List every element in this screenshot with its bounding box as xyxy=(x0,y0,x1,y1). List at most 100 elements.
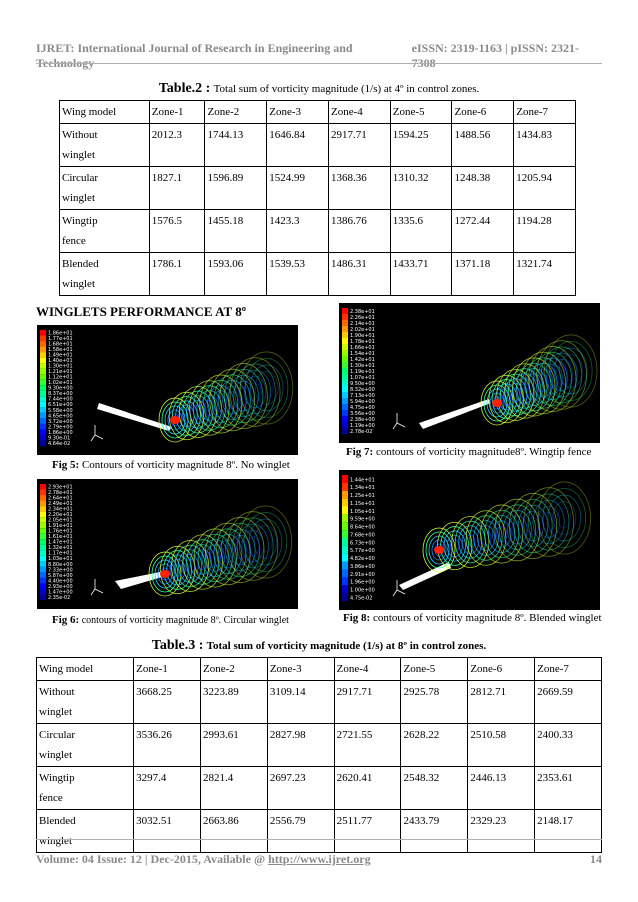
value-cell: 1423.3 xyxy=(266,209,329,253)
legend-swatch xyxy=(342,368,348,374)
vortex-contour xyxy=(541,363,564,395)
legend-label: 1.21e+01 xyxy=(48,369,73,375)
legend-swatch xyxy=(40,390,46,397)
legend-label: 6.73e+00 xyxy=(350,540,375,546)
value-cell: 2148.17 xyxy=(534,809,602,853)
table-header-row: Wing model Zone-1 Zone-2 Zone-3 Zone-4 Zone-5… xyxy=(59,100,576,124)
value-cell: 1486.31 xyxy=(327,252,391,296)
legend-swatch xyxy=(342,514,348,523)
legend-swatch xyxy=(40,533,46,540)
legend-swatch xyxy=(342,585,348,594)
journal-name: IJRET: International Journal of Research… xyxy=(36,41,353,70)
vortex-contour xyxy=(520,351,566,415)
legend-swatch xyxy=(342,428,348,434)
page-footer: Volume: 04 Issue: 12 | Dec-2015, Availab… xyxy=(36,852,602,867)
wing-model-line1: Blended xyxy=(39,815,76,827)
legend-label: 1.61e+01 xyxy=(48,534,73,540)
vortex-contour xyxy=(169,558,186,582)
vortex-contour xyxy=(224,368,264,424)
legend-label: 1.54e+01 xyxy=(350,351,375,357)
legend-label: 1.90e+01 xyxy=(350,333,375,339)
legend-swatch xyxy=(40,352,46,358)
legend-swatch xyxy=(40,517,46,523)
legend-swatch xyxy=(342,475,348,483)
legend-swatch xyxy=(40,407,46,413)
legend-swatch xyxy=(40,522,46,529)
legend-label: 3.86e+00 xyxy=(350,564,375,570)
fig7-image: 2.38e+01 2.26e+01 2.14e+01 2.02e+01 1.90e+01… xyxy=(339,303,600,443)
legend-label: 1.86e+01 xyxy=(48,330,73,336)
axis-triad-icon xyxy=(90,579,104,596)
column-header: Zone-6 xyxy=(467,657,536,681)
legend-swatch xyxy=(342,308,348,314)
value-cell: 1596.89 xyxy=(204,166,268,210)
vortex-contour xyxy=(243,376,267,409)
wing-model-line1: Circular xyxy=(62,172,99,184)
legend-label: 1.30e+01 xyxy=(350,363,375,369)
wing-model-line1: Circular xyxy=(39,729,76,741)
legend-swatch xyxy=(40,583,46,589)
value-cell: 1455.18 xyxy=(204,209,268,253)
page-number: 14 xyxy=(590,852,602,866)
legend-swatch xyxy=(40,346,46,353)
table-row: Wingtip fence 3297.4 2821.4 2697.23 2620.41 25… xyxy=(35,766,602,810)
legend-swatch xyxy=(342,338,348,344)
legend-label: 1.25e+01 xyxy=(350,493,375,499)
vortex-contour xyxy=(220,522,260,578)
vortex-core xyxy=(492,399,502,407)
value-cell: 2917.71 xyxy=(333,680,402,724)
value-cell: 1434.83 xyxy=(513,123,576,167)
vortex-contour xyxy=(476,525,496,551)
legend-label: 2.64e+01 xyxy=(48,495,73,501)
fig5-contour-plot: 1.86e+011.77e+011.68e+011.58e+011.49e+01… xyxy=(40,330,294,447)
legend-label: 2.05e+01 xyxy=(48,518,73,524)
table-row: Wingtip fence 1576.5 1455.18 1423.3 1386.76 13… xyxy=(59,209,576,253)
vortex-contour xyxy=(431,539,447,561)
vortex-contour xyxy=(259,377,274,399)
journal-link[interactable]: http://www.ijret.org xyxy=(268,852,371,866)
vortex-contour xyxy=(545,352,578,398)
vortex-contour xyxy=(524,357,562,409)
column-header: Wing model xyxy=(59,100,150,124)
vortex-contour xyxy=(174,544,206,588)
legend-swatch xyxy=(40,528,46,534)
legend-swatch xyxy=(342,380,348,386)
vortex-contour xyxy=(461,530,479,555)
legend-swatch xyxy=(40,594,46,600)
legend-label: 1.34e+01 xyxy=(350,485,375,491)
value-cell: 2511.77 xyxy=(333,809,402,853)
legend-label: 5.58e+00 xyxy=(48,408,73,414)
legend-swatch xyxy=(40,423,46,430)
wing-model-line2: winglet xyxy=(62,278,95,290)
wing-model-line1: Wingtip xyxy=(39,772,75,784)
legend-label: 7.44e+00 xyxy=(48,397,73,403)
legend-swatch xyxy=(40,484,46,490)
legend-label: 1.42e+01 xyxy=(350,357,375,363)
fig6-image: 2.93e+01 2.78e+01 2.64e+01 2.49e+01 2.34e+01… xyxy=(37,479,298,609)
legend-label: 7.68e+00 xyxy=(350,532,375,538)
legend-swatch xyxy=(40,572,46,578)
legend-swatch xyxy=(342,320,348,326)
fig6-label: Fig 6: xyxy=(52,614,80,626)
legend-label: 1.03e+01 xyxy=(48,556,73,562)
value-cell: 2663.86 xyxy=(200,809,268,853)
legend-label: 4.75e-02 xyxy=(350,595,372,601)
value-cell: 2548.32 xyxy=(400,766,469,810)
vortex-contour xyxy=(515,378,534,404)
value-cell: 2925.78 xyxy=(400,680,469,724)
vortex-contour xyxy=(552,501,577,535)
vortex-contour xyxy=(527,493,570,551)
legend-label: 6.51e+00 xyxy=(48,402,73,408)
vortex-contour xyxy=(540,346,583,404)
wing-model-line1: Without xyxy=(39,686,75,698)
fig5-text: Contours of vorticity magnitude 8º. No w… xyxy=(79,459,290,471)
legend-label: 2.02e+01 xyxy=(350,327,375,333)
table2-caption-label: Table.2 : xyxy=(158,81,211,96)
vortex-contour xyxy=(249,364,284,412)
value-cell: 1335.6 xyxy=(389,209,453,253)
legend-swatch xyxy=(40,506,46,512)
legend-swatch xyxy=(40,379,46,386)
table3-caption: Table.3 : Total sum of vorticity magnitu… xyxy=(36,637,602,654)
axis-triad-icon xyxy=(392,580,406,597)
legend-label: 1.12e+01 xyxy=(48,375,73,381)
